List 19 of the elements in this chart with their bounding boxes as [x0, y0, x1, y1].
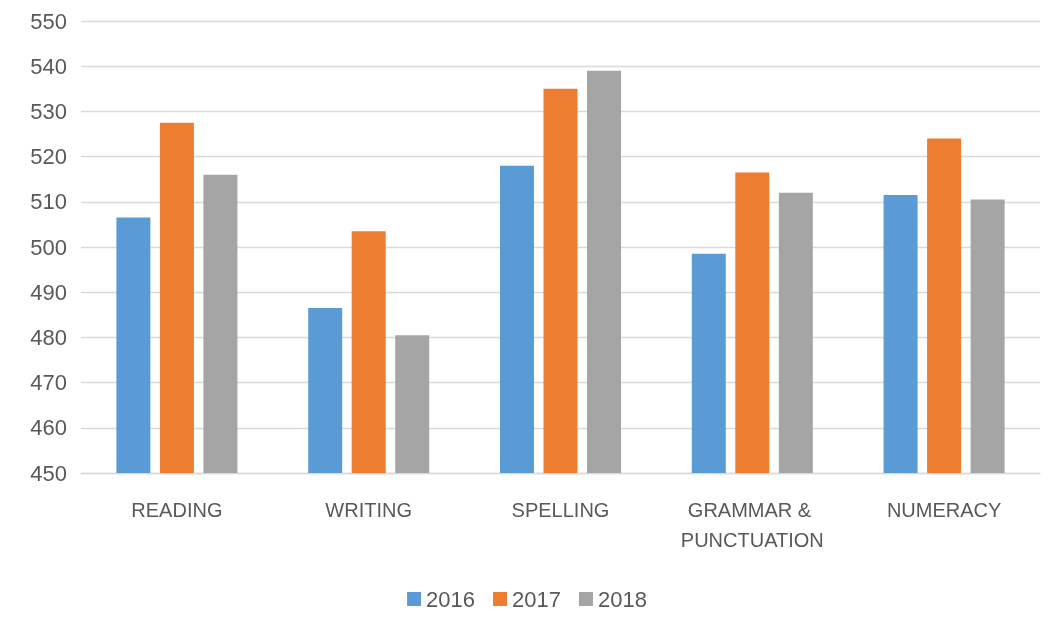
y-tick-label: 550: [30, 8, 67, 34]
y-tick-label: 470: [30, 370, 67, 396]
y-tick-label: 540: [30, 53, 67, 79]
legend-label: 2016: [426, 586, 476, 612]
y-tick-label: 490: [30, 279, 67, 305]
y-tick-label: 480: [30, 324, 67, 350]
y-tick-label: 530: [30, 98, 67, 124]
y-tick-label: 510: [30, 189, 67, 215]
x-tick-label: SPELLING: [511, 499, 610, 521]
x-tick-label: READING: [131, 499, 223, 521]
legend-label: 2018: [597, 586, 647, 612]
legend-label: 2017: [512, 586, 561, 612]
x-tick-label: WRITING: [325, 499, 413, 521]
y-tick-label: 520: [30, 144, 67, 170]
y-tick-label: 460: [30, 415, 67, 441]
x-tick-label: NUMERACY: [886, 499, 1002, 521]
x-tick-label: GRAMMAR & PUNCTUATION: [680, 499, 824, 551]
y-tick-label: 450: [30, 460, 67, 486]
y-tick-label: 500: [30, 234, 67, 260]
